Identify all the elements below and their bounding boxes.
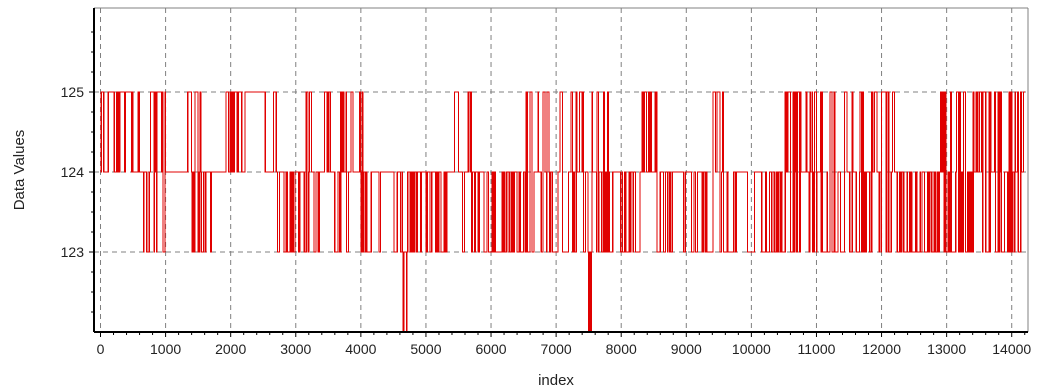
x-tick-label: 4000 <box>345 341 376 357</box>
x-tick-label: 1000 <box>150 341 181 357</box>
x-tick-label: 2000 <box>215 341 246 357</box>
series-line <box>100 91 1025 333</box>
x-tick-label: 5000 <box>410 341 441 357</box>
y-tick-label: 125 <box>61 84 85 100</box>
y-axis-label: Data Values <box>11 130 28 211</box>
x-tick-label: 8000 <box>606 341 637 357</box>
x-tick-label: 3000 <box>280 341 311 357</box>
x-tick-label: 13000 <box>927 341 966 357</box>
x-tick-label: 12000 <box>862 341 901 357</box>
x-tick-label: 14000 <box>992 341 1031 357</box>
series-layer <box>100 91 1025 333</box>
x-tick-label: 11000 <box>798 341 836 357</box>
x-tick-label: 6000 <box>475 341 506 357</box>
x-axis-label: index <box>538 372 574 389</box>
x-tick-label: 0 <box>97 341 105 357</box>
x-tick-label: 7000 <box>541 341 572 357</box>
y-tick-label: 123 <box>61 244 85 260</box>
x-tick-label: 10000 <box>732 341 771 357</box>
y-tick-label: 124 <box>61 164 85 180</box>
x-tick-label: 9000 <box>671 341 702 357</box>
ticks: 0 1000 2000 3000 4000 5000 6000 7000 8000 9000 100… <box>61 31 1031 357</box>
axes <box>93 7 1029 333</box>
